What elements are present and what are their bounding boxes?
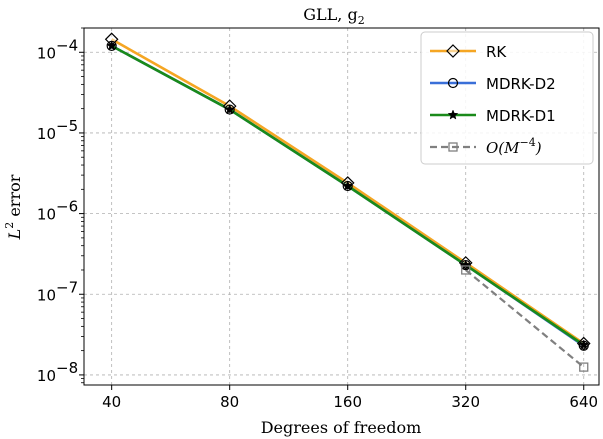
y-tick-exponent: −6 [56,198,78,216]
legend-label-3: O(M−4) [486,136,542,157]
legend-label-1: MDRK-D2 [486,75,556,93]
data-point-2-0 [106,40,118,51]
plot-frame [83,27,600,386]
legend-label-2: MDRK-D1 [486,107,556,125]
x-tick-label: 80 [220,393,239,411]
data-point-3-0 [461,265,471,275]
y-tick-exponent: −4 [56,36,78,54]
series-layer [104,32,591,372]
y-tick-label: 10 [37,367,56,385]
legend: RK MDRK-D2 MDRK-D1 O(M−4) [420,31,594,165]
y-tick-exponent: −5 [56,117,78,135]
y-axis-label: L2 error [3,174,24,240]
legend-marker-0 [446,44,460,58]
x-tick-label: 640 [569,393,598,411]
y-tick-label: 10 [37,125,56,143]
y-tick-exponent: −7 [56,278,78,296]
data-point-2-4 [578,339,590,350]
data-point-2-2 [342,180,354,191]
y-tick-exponent: −8 [56,359,78,377]
x-tick-label: 320 [451,393,480,411]
data-point-3-1 [579,362,589,372]
data-point-2-1 [224,103,236,115]
series-line-3 [465,269,585,368]
y-tick-label: 10 [37,44,56,62]
y-tick-label: 10 [37,206,56,224]
legend-marker-2 [447,109,459,120]
legend-marker-1 [447,77,459,89]
x-axis-label: Degrees of freedom [261,418,422,437]
legend-marker-3 [448,142,458,152]
x-tick-label: 40 [102,393,121,411]
legend-items: RK MDRK-D2 MDRK-D1 O(M−4) [430,43,556,157]
grid [84,28,599,385]
data-point-2-3 [460,259,472,270]
legend-box [420,31,594,165]
chart-title: GLL, g2 [303,5,364,27]
x-tick-label: 160 [333,393,362,411]
legend-label-0: RK [486,43,507,61]
y-tick-label: 10 [37,286,56,304]
